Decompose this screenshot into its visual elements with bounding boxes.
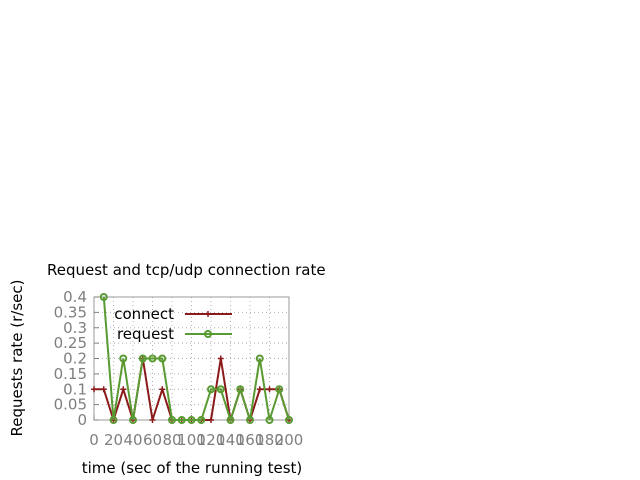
request-point: [204, 330, 212, 338]
y-tick-label: 0.1: [63, 380, 87, 398]
y-axis-label: Requests rate (r/sec): [8, 280, 26, 437]
legend-label-connect: connect: [114, 305, 174, 323]
request-point: [246, 416, 254, 424]
x-tick-label: 160: [236, 431, 265, 449]
axis-ticks: 00.050.10.150.20.250.30.350.4 0 20 40 60 8010…: [54, 288, 304, 449]
x-tick-label: 200: [275, 431, 304, 449]
request-point: [138, 354, 147, 363]
request-point: [197, 416, 206, 424]
request-point: [255, 354, 264, 363]
legend: connect request: [114, 305, 232, 343]
request-point: [275, 385, 284, 394]
y-tick-label: 0.2: [63, 350, 87, 368]
connect-point: [149, 417, 156, 423]
connect-point: [100, 386, 107, 393]
connect-point: [205, 311, 211, 317]
y-tick-label: 0.15: [54, 365, 87, 383]
x-tick-label: 120: [197, 431, 226, 449]
request-point: [148, 354, 157, 363]
y-tick-label: 0.4: [63, 288, 87, 306]
connect-point: [208, 417, 214, 423]
connect-point: [217, 355, 224, 362]
request-point: [187, 416, 196, 424]
y-tick-label: 0.3: [63, 319, 87, 337]
x-tick-label: 60: [143, 431, 162, 449]
y-tick-label: 0: [77, 411, 87, 429]
x-tick-label: 180: [255, 431, 284, 449]
request-point: [265, 416, 274, 424]
legend-label-request: request: [117, 325, 174, 343]
chart-title: Request and tcp/udp connection rate: [47, 261, 326, 279]
x-tick-label: 20: [104, 431, 123, 449]
request-point: [207, 385, 215, 394]
request-point: [226, 416, 235, 424]
connect-point: [120, 386, 127, 393]
connect-point: [256, 386, 263, 393]
request-series-line: [102, 296, 290, 424]
request-point: [129, 416, 137, 424]
request-point: [216, 385, 225, 394]
connect-point: [266, 386, 273, 393]
connect-point: [91, 386, 97, 393]
y-tick-label: 0.05: [54, 396, 87, 414]
x-axis-label: time (sec of the running test): [82, 459, 303, 477]
request-point: [285, 416, 293, 424]
request-point: [158, 354, 167, 363]
request-point: [99, 293, 108, 301]
request-point: [168, 416, 176, 424]
y-tick-label: 0.25: [54, 334, 87, 352]
x-tick-label: 40: [123, 431, 142, 449]
x-tick-label: 100: [177, 431, 206, 449]
x-tick-label: 140: [216, 431, 245, 449]
request-point: [109, 416, 118, 424]
request-point: [236, 385, 245, 394]
x-tick-label: 80: [162, 431, 181, 449]
y-tick-label: 0.35: [54, 303, 87, 321]
series-layer: [91, 293, 293, 424]
connect-point: [159, 386, 166, 393]
request-point: [177, 416, 186, 424]
request-point: [119, 354, 128, 363]
x-tick-label: 0: [89, 431, 99, 449]
